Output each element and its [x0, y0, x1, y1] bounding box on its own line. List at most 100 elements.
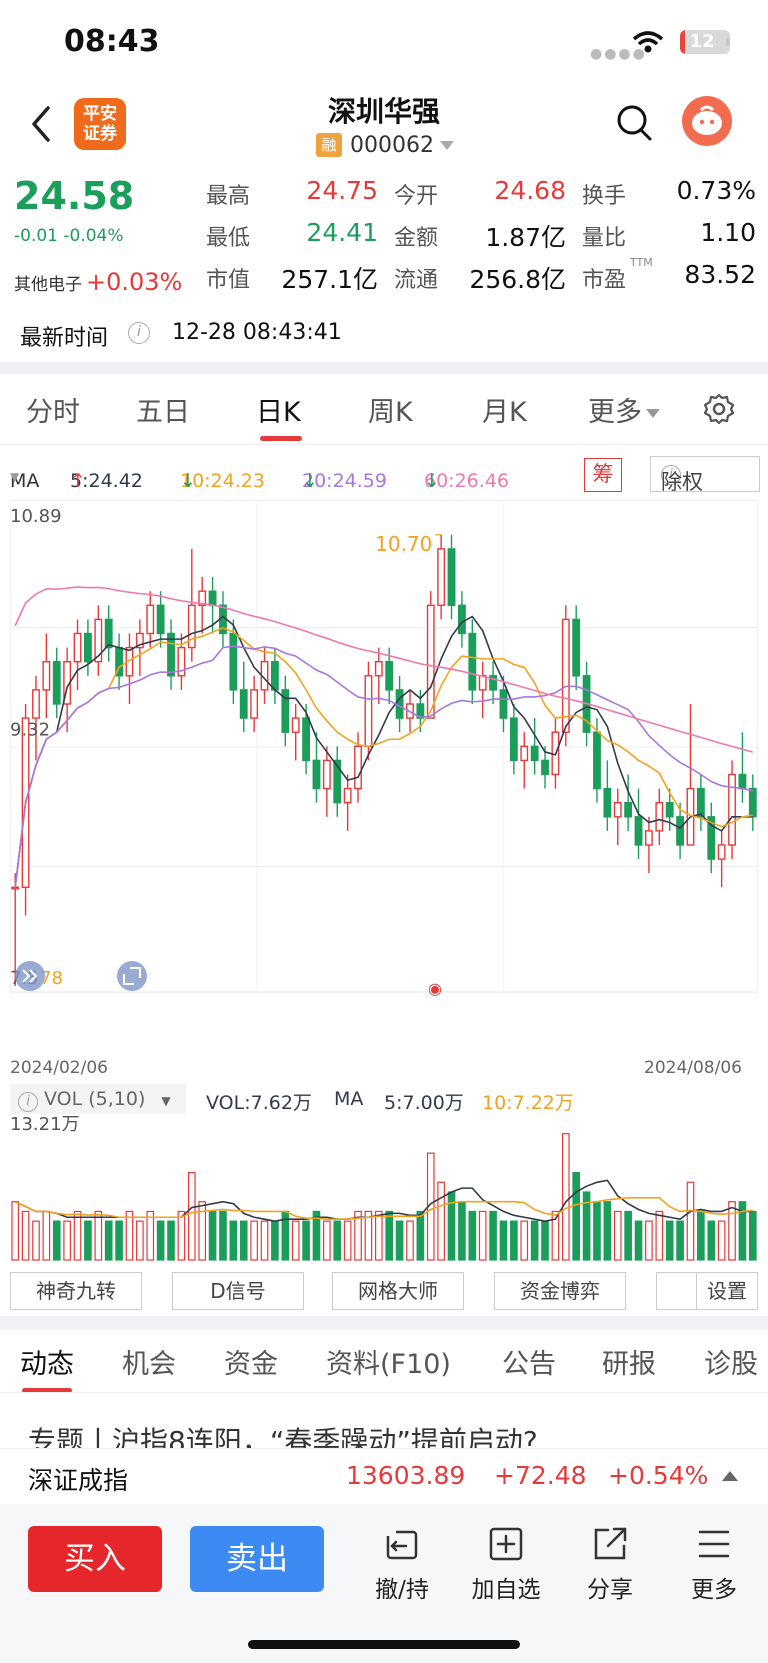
volume-bar — [728, 1201, 736, 1261]
volume-bar — [115, 1220, 123, 1261]
volume-bar — [177, 1210, 186, 1261]
tab-monthly-k[interactable]: 月K — [482, 397, 527, 428]
indicator-fund-game[interactable]: 资金博弈 — [494, 1272, 626, 1310]
latest-time-row: 最新时间 i 12-28 08:43:41 — [0, 304, 768, 362]
volume-bar — [125, 1210, 134, 1261]
kline-chart[interactable]: 10.899.327.57810.70◉ — [10, 500, 758, 1058]
tab-f10[interactable]: 资料(F10) — [326, 1349, 451, 1380]
volume-bar — [291, 1220, 300, 1261]
chevron-down-icon — [646, 409, 660, 418]
sector-info[interactable]: 其他电子 +0.03% — [14, 268, 182, 296]
chevron-down-icon: ▼ — [10, 470, 20, 484]
volume-bar — [156, 1220, 165, 1261]
tab-daily-k[interactable]: 日K — [256, 397, 301, 428]
gear-icon[interactable] — [702, 392, 736, 426]
candle-body — [354, 745, 362, 790]
volume-chart[interactable]: 13.21万 — [10, 1116, 758, 1264]
volume-bar — [239, 1220, 248, 1261]
volume-selector[interactable]: i VOL (5,10) ▼ — [10, 1084, 186, 1114]
volume-value: VOL:7.62万 — [206, 1092, 312, 1114]
indicator-d-signal[interactable]: D信号 — [172, 1272, 304, 1310]
tab-weekly-k[interactable]: 周K — [368, 397, 413, 428]
back-icon[interactable] — [26, 104, 56, 144]
candle-body — [748, 787, 757, 818]
date-start: 2024/02/06 — [10, 1058, 108, 1078]
indicator-grid-master[interactable]: 网格大师 — [332, 1272, 464, 1310]
volume-bar — [84, 1220, 92, 1261]
cancel-hold-button[interactable]: 撤/持 — [354, 1524, 450, 1624]
candle-body — [468, 632, 477, 691]
logo-text-top: 平安 — [83, 104, 117, 124]
nav-bar: 平安 证券 深圳华强 融 000062 — [0, 84, 768, 164]
stock-code-selector[interactable]: 融 000062 — [316, 130, 454, 160]
candle-body — [644, 830, 653, 846]
buy-button[interactable]: 买入 — [28, 1526, 162, 1592]
tab-diagnosis[interactable]: 诊股 — [704, 1349, 758, 1380]
tab-announcements[interactable]: 公告 — [502, 1349, 556, 1380]
candle-body — [447, 548, 456, 606]
candle-body — [655, 801, 664, 832]
info-icon[interactable]: i — [128, 322, 150, 344]
assistant-avatar-icon[interactable] — [682, 96, 732, 146]
tab-more[interactable]: 更多 — [588, 390, 660, 429]
active-tab-indicator — [260, 436, 302, 441]
chevron-up-icon[interactable] — [722, 1471, 738, 1481]
margin-badge: 融 — [316, 133, 342, 157]
quote-value: 24.75 — [306, 176, 378, 205]
quote-label: 最高 — [206, 184, 251, 209]
indicator-settings[interactable]: 设置 — [696, 1272, 758, 1310]
candle-body — [42, 660, 51, 691]
candle-body — [499, 689, 508, 719]
news-headline[interactable]: 专题丨沪指8连阳，“春季躁动”提前启动? — [0, 1396, 768, 1448]
volume-ma-label: MA — [334, 1088, 364, 1110]
event-marker-icon[interactable]: ◉ — [428, 979, 442, 998]
volume-bar — [593, 1201, 601, 1261]
tab-five-day[interactable]: 五日 — [136, 397, 190, 428]
volume-bar — [136, 1220, 144, 1261]
fullscreen-icon[interactable] — [117, 961, 147, 991]
index-change: +72.48 — [494, 1461, 587, 1490]
tab-funds[interactable]: 资金 — [224, 1349, 278, 1380]
ma-label: MA — [10, 470, 40, 492]
indicator-magic-nine[interactable]: 神奇九转 — [10, 1272, 142, 1310]
add-watchlist-label: 加自选 — [471, 1577, 541, 1603]
add-watchlist-button[interactable]: 加自选 — [458, 1524, 554, 1624]
search-icon[interactable] — [614, 102, 654, 142]
volume-legend: i VOL (5,10) ▼ VOL:7.62万 MA 5:7.00万 10:7.… — [0, 1082, 768, 1116]
volume-bar — [561, 1133, 570, 1261]
ex-rights-selector[interactable]: i 除权 — [650, 456, 760, 494]
ex-rights-label: 除权 — [661, 470, 703, 494]
broker-logo[interactable]: 平安 证券 — [74, 98, 126, 150]
ma5-line — [14, 615, 753, 888]
candle-body — [665, 801, 674, 818]
expand-left-icon[interactable] — [15, 961, 45, 991]
volume-bar — [697, 1210, 705, 1261]
chip-distribution-button[interactable]: 筹 — [584, 458, 622, 492]
index-ticker[interactable]: 深证成指 13603.89 +72.48 +0.54% — [0, 1448, 768, 1504]
volume-bar — [613, 1210, 622, 1261]
sell-button[interactable]: 卖出 — [190, 1526, 324, 1592]
tab-news[interactable]: 动态 — [20, 1349, 74, 1380]
indicator-more[interactable] — [656, 1272, 696, 1310]
volume-bar — [343, 1220, 352, 1261]
volume-y-tick: 13.21万 — [10, 1116, 80, 1135]
candle-body — [530, 745, 539, 762]
volume-bar — [146, 1210, 155, 1261]
candle-body — [603, 787, 612, 818]
info-icon: i — [18, 1092, 38, 1112]
high-annotation: 10.70 — [375, 532, 432, 556]
sector-name: 其他电子 — [14, 275, 82, 295]
ma20-line — [14, 645, 753, 888]
volume-bar — [707, 1220, 716, 1261]
tab-intraday[interactable]: 分时 — [26, 397, 80, 428]
volume-bar — [510, 1220, 518, 1261]
tab-research[interactable]: 研报 — [602, 1349, 656, 1380]
candle-body — [156, 604, 165, 635]
share-button[interactable]: 分享 — [562, 1524, 658, 1624]
more-button[interactable]: 更多 — [666, 1524, 762, 1624]
menu-icon — [698, 1530, 730, 1558]
volume-bar — [665, 1220, 674, 1261]
tab-opportunity[interactable]: 机会 — [122, 1349, 176, 1380]
date-axis: 2024/02/06 2024/08/06 — [0, 1058, 768, 1086]
volume-ma5: 5:7.00万 — [384, 1092, 464, 1114]
